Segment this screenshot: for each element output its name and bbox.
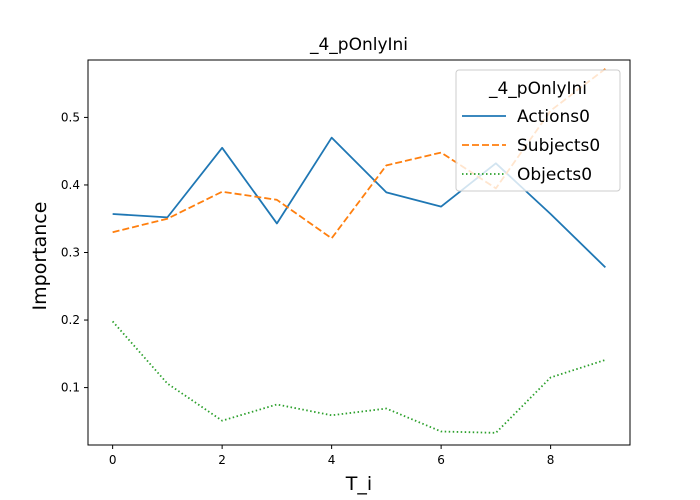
y-tick-label: 0.1 xyxy=(61,381,80,395)
legend-label: Subjects0 xyxy=(517,136,600,156)
y-tick-label: 0.5 xyxy=(61,110,80,124)
legend-label: Objects0 xyxy=(517,165,592,185)
series-line-objects0 xyxy=(111,320,606,434)
x-tick-label: 8 xyxy=(547,453,555,467)
y-tick-label: 0.3 xyxy=(61,246,80,260)
legend-title: _4_pOnlyIni xyxy=(488,79,587,99)
legend: _4_pOnlyIni Actions0 Subjects0 Objects0 xyxy=(455,69,621,192)
plot-area: 0 2 4 6 8 0.1 0.2 0.3 0.4 0.5 xyxy=(61,59,631,467)
x-tick-label: 2 xyxy=(218,453,226,467)
y-tick-label: 0.2 xyxy=(61,313,80,327)
legend-box xyxy=(455,69,621,192)
y-tick-label: 0.4 xyxy=(61,178,80,192)
chart-title: _4_pOnlyIni xyxy=(309,35,408,55)
x-tick-label: 0 xyxy=(109,453,117,467)
x-axis-label: T_i xyxy=(345,473,372,495)
x-tick-label: 6 xyxy=(437,453,445,467)
x-tick-label: 4 xyxy=(328,453,336,467)
y-axis-label: Importance xyxy=(29,202,51,311)
legend-label: Actions0 xyxy=(517,107,590,127)
